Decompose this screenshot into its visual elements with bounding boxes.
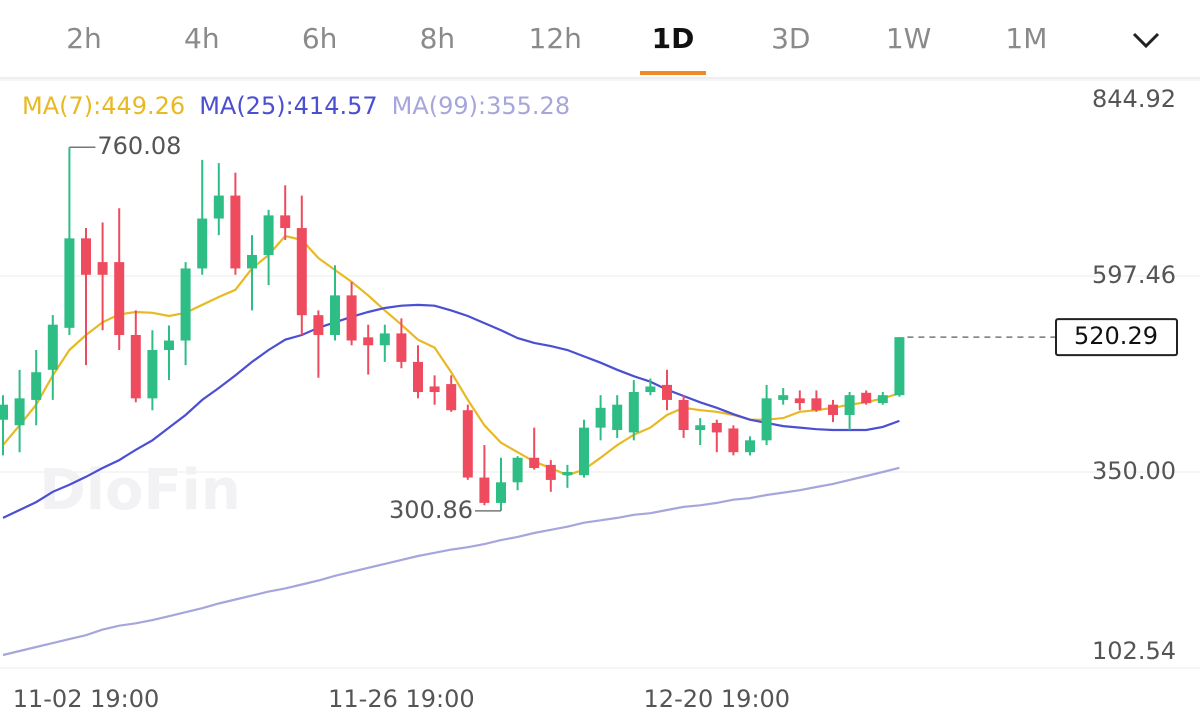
- ma-line: [2, 466, 900, 657]
- candle-body: [877, 395, 888, 404]
- active-tab-underline: [640, 71, 706, 75]
- legend-entry: MA(99):355.28: [392, 92, 570, 120]
- candle-body: [346, 295, 357, 341]
- more-chevron[interactable]: [1132, 32, 1160, 49]
- candle-body: [429, 386, 440, 393]
- y-tick-label: 597.46: [1092, 261, 1176, 289]
- candle-body: [396, 333, 407, 362]
- candle-body: [529, 457, 540, 469]
- candle-body: [645, 386, 656, 393]
- legend-entry: MA(25):414.57: [199, 92, 377, 120]
- timeframe-tab[interactable]: 1M: [1005, 22, 1047, 55]
- candle-body: [462, 410, 473, 478]
- candle-body: [97, 262, 108, 275]
- y-tick-label: 350.00: [1092, 457, 1176, 485]
- candle-body: [130, 334, 141, 399]
- candle-body: [662, 384, 672, 400]
- low-annotation: 300.86: [389, 496, 473, 524]
- timeframe-tab[interactable]: 4h: [184, 22, 220, 55]
- x-tick-label: 11-26 19:00: [328, 685, 475, 713]
- watermark: DloFin: [39, 458, 240, 523]
- candle-body: [711, 422, 722, 433]
- x-tick-label: 11-02 19:00: [13, 685, 160, 713]
- candle-body: [545, 464, 556, 480]
- candle-body: [745, 440, 755, 453]
- candle-body: [794, 398, 805, 404]
- candle-body: [47, 324, 58, 370]
- timeframe-tab[interactable]: 12h: [529, 22, 582, 55]
- timeframe-tab[interactable]: 1W: [886, 22, 932, 55]
- candle-body: [844, 395, 855, 415]
- candle-body: [811, 398, 822, 411]
- candle-body: [678, 399, 689, 431]
- candle-body: [296, 228, 307, 316]
- timeframe-tab[interactable]: 1D: [652, 22, 695, 55]
- x-tick-label: 12-20 19:00: [644, 685, 791, 713]
- timeframe-tab[interactable]: 8h: [420, 22, 456, 55]
- candle-body: [512, 457, 523, 483]
- candle-body: [164, 340, 174, 351]
- y-tick-label: 844.92: [1092, 85, 1176, 113]
- timeframe-tab[interactable]: 3D: [771, 22, 810, 55]
- candle-body: [0, 404, 8, 420]
- candle-body: [263, 215, 274, 255]
- candle-body: [14, 398, 25, 426]
- candle-body: [446, 384, 457, 411]
- candle-body: [612, 404, 623, 431]
- candle-body: [180, 268, 191, 341]
- timeframe-tab[interactable]: 2h: [66, 22, 102, 55]
- candle-body: [330, 295, 340, 335]
- timeframe-tab[interactable]: 6h: [302, 22, 338, 55]
- price-box: [1055, 318, 1178, 357]
- y-tick-label: 102.54: [1092, 637, 1176, 665]
- candle-body: [363, 337, 374, 346]
- candle-body: [64, 238, 75, 328]
- candle-body: [861, 392, 872, 404]
- candle-body: [628, 392, 639, 433]
- candle-body: [81, 238, 91, 275]
- current-price: 520.29: [1074, 322, 1158, 350]
- candle-body: [579, 427, 589, 476]
- high-annotation: 760.08: [97, 132, 181, 160]
- candle-body: [213, 195, 224, 219]
- candle-body: [778, 395, 789, 400]
- candle-body: [728, 428, 739, 453]
- candle-body: [147, 350, 158, 399]
- candle-body: [479, 477, 490, 503]
- candle-body: [894, 337, 905, 396]
- candle-body: [31, 372, 42, 400]
- candle-body: [114, 262, 125, 335]
- candle-body: [230, 195, 241, 269]
- candle-body: [562, 472, 573, 476]
- candle-body: [695, 425, 706, 431]
- ma-line: [2, 303, 900, 519]
- candle-body: [379, 333, 390, 346]
- candle-body: [247, 254, 257, 269]
- candle-body: [197, 218, 208, 269]
- candle-body: [313, 315, 324, 335]
- candle-body: [595, 407, 606, 428]
- candle-body: [413, 361, 423, 393]
- candle-body: [496, 482, 506, 503]
- candle-body: [280, 215, 291, 229]
- legend-entry: MA(7):449.26: [22, 92, 185, 120]
- candle-body: [761, 398, 772, 441]
- candle-body: [828, 404, 838, 415]
